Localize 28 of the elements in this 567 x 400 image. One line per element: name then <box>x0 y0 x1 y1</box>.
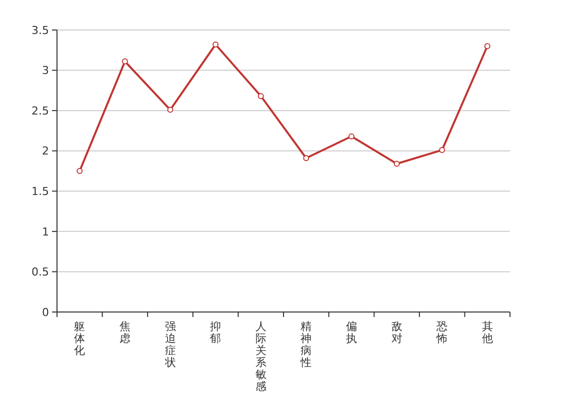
y-tick-label: 2.5 <box>32 104 49 118</box>
x-tick-label: 其他 <box>482 320 493 345</box>
x-tick-label: 焦虑 <box>119 320 130 345</box>
point <box>348 133 354 140</box>
y-tick-label: 1.5 <box>32 184 49 198</box>
y-tick-label: 2 <box>42 144 49 158</box>
y-tick-label: 3 <box>42 64 49 78</box>
x-tick-label: 人际关系敏感 <box>255 320 266 393</box>
point <box>484 43 490 50</box>
point <box>212 42 219 48</box>
point <box>258 93 264 100</box>
point <box>167 106 174 113</box>
point <box>439 147 446 154</box>
x-tick-label: 抑郁 <box>210 320 222 345</box>
y-tick-label: 1 <box>42 225 49 238</box>
point <box>303 155 310 162</box>
x-tick-label: 恐怖 <box>436 320 448 345</box>
point <box>76 168 83 174</box>
y-tick-label: 3.5 <box>32 24 49 37</box>
y-tick-label: 0 <box>42 306 49 319</box>
x-tick-label: 强迫症状 <box>164 320 176 369</box>
x-tick-label: 躯体化 <box>74 320 86 357</box>
point <box>394 160 400 167</box>
x-tick-label: 敌对 <box>391 320 402 345</box>
x-tick-label: 偏执 <box>346 320 357 345</box>
point <box>122 58 128 64</box>
x-tick-label: 精神病性 <box>300 320 312 369</box>
y-tick-label: 0.5 <box>32 266 49 279</box>
